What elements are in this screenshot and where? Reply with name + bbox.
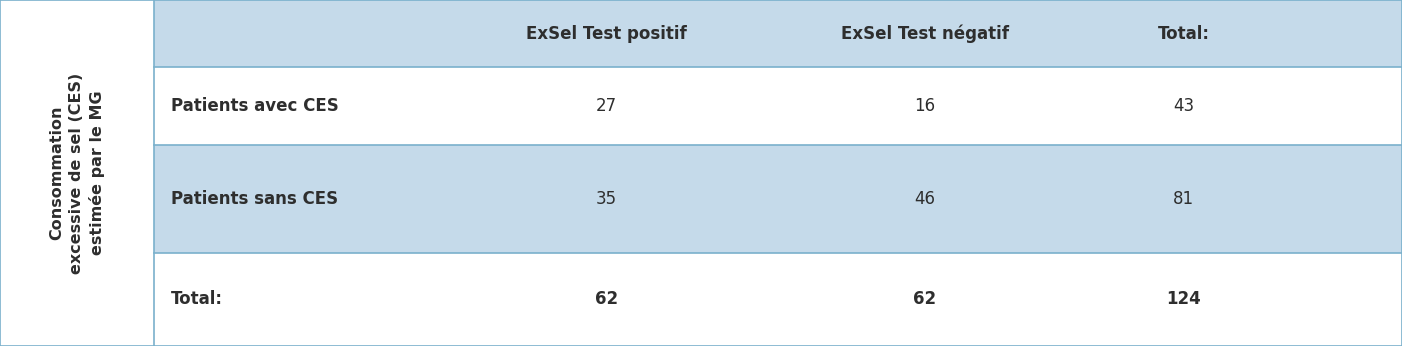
Text: 16: 16 xyxy=(914,97,935,116)
Text: Patients avec CES: Patients avec CES xyxy=(171,97,339,116)
Text: 35: 35 xyxy=(596,190,617,208)
Text: 43: 43 xyxy=(1173,97,1195,116)
Text: 62: 62 xyxy=(913,290,937,308)
Text: ExSel Test positif: ExSel Test positif xyxy=(526,25,687,43)
Bar xyxy=(154,67,1402,145)
Bar xyxy=(0,0,154,346)
Bar xyxy=(154,145,1402,253)
Text: 27: 27 xyxy=(596,97,617,116)
Text: Total:: Total: xyxy=(171,290,223,308)
Text: Consommation
excessive de sel (CES)
estimée par le MG: Consommation excessive de sel (CES) esti… xyxy=(49,72,105,274)
Bar xyxy=(154,0,1402,67)
Text: 81: 81 xyxy=(1173,190,1195,208)
Text: 62: 62 xyxy=(594,290,618,308)
Bar xyxy=(154,253,1402,346)
Text: Patients sans CES: Patients sans CES xyxy=(171,190,338,208)
Text: 124: 124 xyxy=(1166,290,1202,308)
Text: ExSel Test négatif: ExSel Test négatif xyxy=(841,25,1008,43)
Text: Total:: Total: xyxy=(1158,25,1210,43)
Text: 46: 46 xyxy=(914,190,935,208)
